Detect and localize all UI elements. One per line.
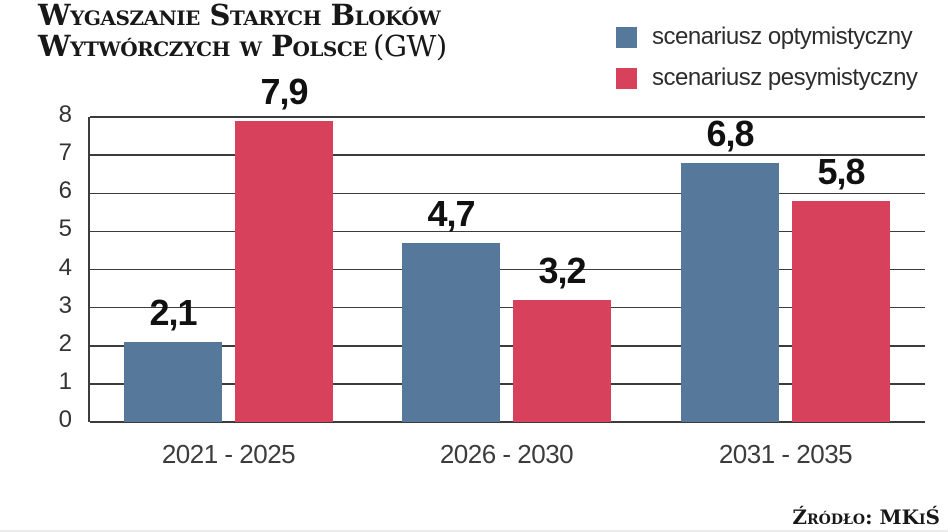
bar-pessimistic-2026-2030 [513,300,611,422]
legend-item-optimistic: scenariusz optymistyczny [616,23,917,51]
legend: scenariusz optymistyczny scenariusz pesym… [616,23,918,92]
y-tick-label-8: 8 [58,101,72,128]
y-tick-label-1: 1 [58,367,72,395]
y-tick-label-0: 0 [58,406,72,433]
bar-optimistic-2021-2025 [124,341,222,422]
legend-label-optimistic: scenariusz optymistyczny [652,23,913,50]
gridline-y3 [90,306,925,309]
gridline-y2 [90,345,925,347]
chart-unit-label: (GW) [373,29,447,63]
x-axis-baseline [90,420,925,423]
bar-pessimistic-2031-2035 [792,200,890,422]
legend-label-pessimistic: scenariusz pesymistyczny [652,64,918,91]
legend-item-pessimistic: scenariusz pesymistyczny [616,64,918,92]
y-tick-label-7: 7 [58,139,72,167]
gridline-y6 [90,192,925,194]
gridline-y4 [90,268,925,271]
gridline-y5 [90,230,925,233]
bar-optimistic-2031-2035 [681,162,779,422]
y-tick-label-6: 6 [58,177,72,205]
bar-optimistic-2026-2030 [402,242,500,422]
x-axis-label-1: 2026 - 2030 [439,439,574,469]
y-tick-label-4: 4 [58,253,72,281]
chart-title-line1: Wygaszanie Starych Bloków [38,0,441,32]
value-label-optimistic-2031-2035: 6,8 [706,112,754,154]
y-tick-label-5: 5 [58,215,72,243]
value-label-pessimistic-2026-2030: 3,2 [538,250,586,291]
value-label-optimistic-2021-2025: 2,1 [149,291,197,333]
legend-swatch-optimistic [616,26,637,48]
gridline-y8 [90,116,925,118]
value-label-optimistic-2026-2030: 4,7 [427,192,475,234]
plot-area: 0 1 2 3 4 5 6 7 8 2,1 7,9 2021 - 2025 4,7 3,2 2026 - 2… [59,71,925,469]
bottom-divider [0,530,948,532]
value-label-pessimistic-2021-2025: 7,9 [260,70,308,112]
gridline-y1 [90,383,925,385]
gridline-y7 [90,154,925,156]
x-axis-label-2: 2031 - 2035 [718,439,853,469]
bar-pessimistic-2021-2025 [235,120,333,422]
legend-swatch-pessimistic [616,67,637,89]
source-credit: Źródło: MKiŚ [792,505,940,529]
chart-title-line2: Wytwórczych w Polsce (GW) [38,29,447,63]
x-axis-label-0: 2021 - 2025 [161,439,296,469]
value-label-pessimistic-2031-2035: 5,8 [817,150,865,192]
y-tick-label-2: 2 [58,329,72,357]
chart-title: Wygaszanie Starych Bloków Wytwórczych w … [38,0,447,62]
y-tick-label-3: 3 [58,291,72,319]
